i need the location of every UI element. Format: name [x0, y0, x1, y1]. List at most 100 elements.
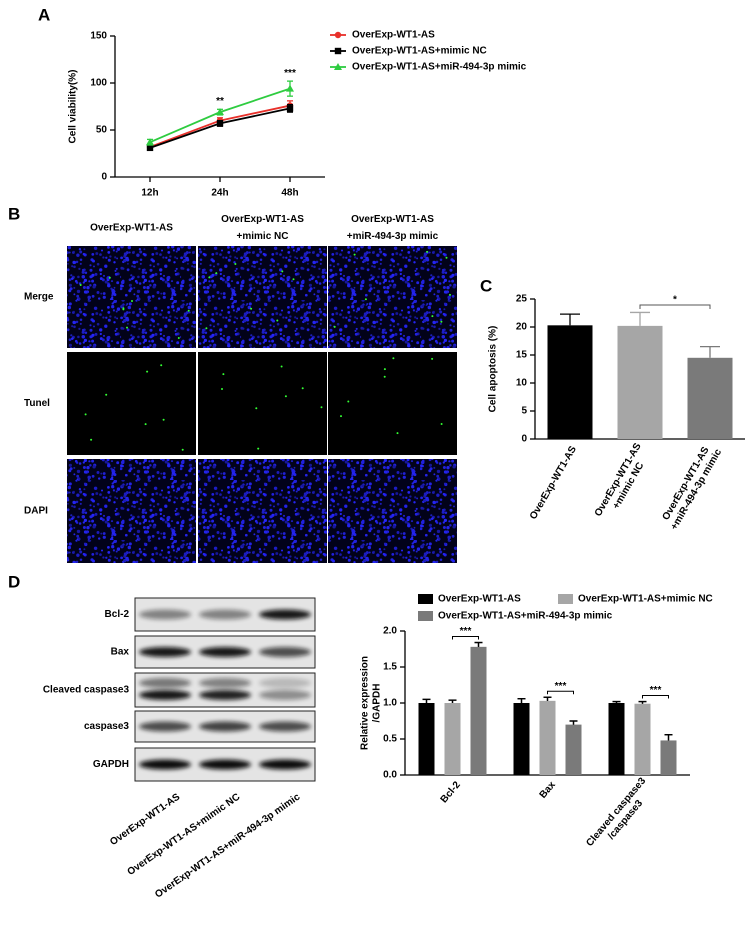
x-tick-label: 12h	[141, 188, 158, 199]
blot-band	[259, 678, 311, 688]
tunel-dot	[177, 337, 180, 339]
y-tick-label: 25	[516, 294, 528, 305]
y-tick-label: 1.5	[383, 662, 397, 673]
blot-band	[199, 759, 251, 770]
tunel-dot	[222, 373, 225, 376]
blot-band	[199, 690, 251, 700]
annotation: ***	[555, 681, 567, 692]
tunel-dot	[90, 438, 93, 441]
row-label: Tunel	[24, 398, 50, 409]
micrograph	[198, 352, 327, 455]
micrograph	[328, 246, 457, 348]
tunel-dot	[162, 418, 165, 421]
row-label: Merge	[24, 292, 54, 303]
blot-row-label: Bax	[111, 647, 130, 658]
legend-label: OverExp-WT1-AS+miR-494-3p mimic	[352, 62, 527, 73]
y-tick-label: 2.0	[383, 626, 397, 637]
y-tick-label: 0.0	[383, 770, 397, 781]
bar	[608, 703, 625, 775]
tunel-dot	[431, 357, 434, 360]
blot-band	[259, 609, 311, 620]
bar	[547, 325, 593, 439]
significance-bracket	[639, 304, 711, 309]
y-axis-label: Cell viability(%)	[68, 70, 79, 144]
bar	[418, 703, 435, 775]
tunel-dot	[234, 263, 237, 265]
legend-swatch	[558, 594, 573, 604]
annotation: **	[216, 96, 224, 107]
tunel-dot	[449, 293, 451, 296]
annotation: ***	[460, 626, 472, 637]
y-tick-label: 150	[90, 31, 107, 42]
blot-band	[139, 678, 191, 688]
blot-row-label: Cleaved caspase3	[43, 685, 130, 696]
tunel-dot	[131, 300, 133, 302]
tunel-dot	[383, 375, 386, 378]
tunel-dot	[383, 368, 386, 371]
row-label: DAPI	[24, 506, 48, 517]
annotation: ***	[284, 68, 296, 79]
blot-band	[259, 690, 311, 700]
tunel-dot	[108, 276, 111, 279]
marker	[286, 105, 294, 112]
micrograph	[198, 459, 327, 563]
micrograph	[67, 246, 196, 348]
y-axis-label-line: /GAPDH	[372, 684, 383, 723]
blot-band	[139, 647, 191, 657]
micrograph	[328, 352, 457, 455]
column-header-line: +miR-494-3p mimic	[347, 231, 439, 242]
legend-label: OverExp-WT1-AS	[438, 594, 521, 605]
legend-swatch	[418, 611, 433, 621]
tunel-dot	[126, 326, 128, 329]
legend-label: OverExp-WT1-AS+mimic NC	[578, 594, 713, 605]
tunel-dot	[276, 319, 279, 322]
tunel-dot	[284, 395, 287, 398]
blot-band	[139, 609, 191, 620]
bar	[513, 703, 530, 775]
tunel-dot	[320, 406, 323, 409]
tunel-dot	[208, 276, 211, 279]
tunel-dot	[333, 325, 336, 328]
tunel-dot	[353, 253, 356, 256]
tunel-dot	[440, 423, 443, 425]
column-header: OverExp-WT1-AS +miR-494-3p mimic	[347, 214, 439, 242]
bar	[565, 724, 582, 775]
tunel-dot	[122, 307, 125, 310]
micrograph	[328, 459, 457, 563]
tunel-dot	[396, 432, 399, 435]
column-header-line: +mimic NC	[237, 231, 289, 242]
annotation: ***	[650, 685, 662, 696]
significance-bracket	[642, 695, 669, 699]
y-axis-label-line: Relative expression	[360, 656, 371, 750]
legend-label: OverExp-WT1-AS+mimic NC	[352, 46, 487, 57]
significance-bracket	[547, 690, 574, 695]
tunel-dot	[445, 256, 448, 259]
micrograph	[67, 459, 196, 563]
tunel-dot	[146, 370, 149, 373]
blot-band	[199, 647, 251, 657]
legend-label: OverExp-WT1-AS+miR-494-3p mimic	[438, 611, 613, 622]
tunel-dot	[205, 327, 208, 330]
blot-band	[259, 647, 311, 657]
blot-band	[199, 609, 251, 620]
blot-band	[199, 678, 251, 688]
annotation: *	[673, 295, 677, 306]
blot-row-label: caspase3	[84, 721, 129, 732]
bar	[617, 325, 663, 439]
tunel-dot	[426, 250, 429, 253]
tunel-dot	[250, 307, 253, 310]
tunel-dot	[340, 415, 342, 418]
tunel-dot	[257, 447, 260, 450]
blot-row-label: GAPDH	[93, 759, 129, 770]
x-tick-label: 24h	[211, 188, 228, 199]
legend-label: OverExp-WT1-AS	[352, 30, 435, 41]
tunel-dot	[105, 393, 108, 396]
blot-row-label: Bcl-2	[105, 609, 130, 620]
bar	[470, 646, 487, 775]
tunel-dot	[364, 298, 367, 301]
marker	[334, 47, 342, 55]
blot-band	[139, 721, 191, 732]
micrograph	[67, 352, 196, 455]
blot-band	[259, 759, 311, 770]
tunel-dot	[431, 315, 434, 318]
